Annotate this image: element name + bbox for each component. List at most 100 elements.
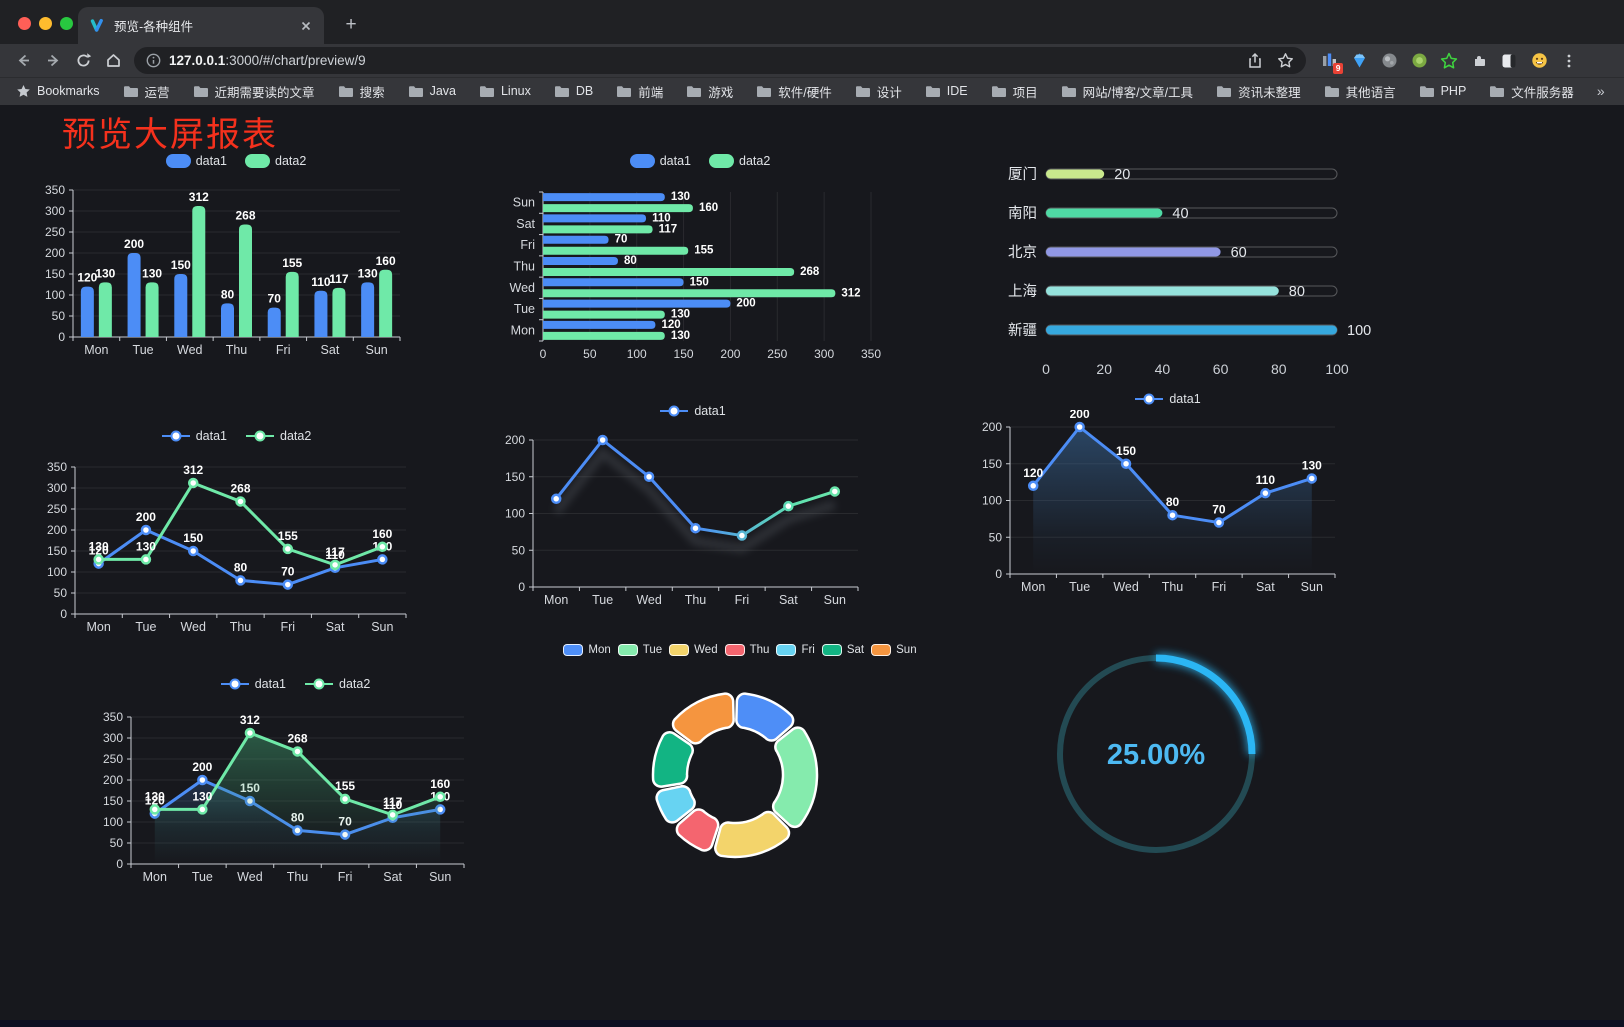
svg-text:200: 200 [736, 298, 755, 310]
legend-item-thu[interactable]: Thu [724, 644, 770, 656]
bookmark-item-9[interactable]: 设计 [855, 82, 902, 101]
legend-item-data1[interactable]: data1 [220, 677, 286, 691]
legend-item-data2[interactable]: data2 [245, 429, 311, 443]
donut-slice-tue[interactable] [771, 726, 819, 829]
svg-text:100: 100 [103, 815, 123, 829]
green-star-extension-icon[interactable] [1440, 52, 1458, 70]
legend-item-sat[interactable]: Sat [821, 644, 864, 656]
bookmark-label: 运营 [144, 85, 170, 100]
bookmark-item-15[interactable]: PHP [1419, 84, 1466, 98]
minimize-window-button[interactable] [39, 17, 52, 30]
svg-text:155: 155 [694, 245, 714, 257]
bookmark-label: 文件服务器 [1511, 85, 1574, 100]
folder-icon [554, 85, 569, 97]
new-tab-button[interactable]: + [345, 14, 357, 35]
forward-icon[interactable] [38, 47, 68, 75]
svg-text:150: 150 [1116, 444, 1136, 458]
svg-text:120: 120 [1023, 466, 1043, 480]
svg-text:Thu: Thu [230, 620, 252, 634]
svg-text:200: 200 [47, 523, 67, 537]
legend-item-data1[interactable]: data1 [165, 154, 227, 168]
legend-item-data2[interactable]: data2 [245, 154, 306, 168]
bookmark-item-3[interactable]: Java [408, 84, 456, 98]
legend-item-wed[interactable]: Wed [669, 644, 718, 656]
donut-slice-mon[interactable] [735, 692, 795, 742]
bookmark-item-8[interactable]: 软件/硬件 [756, 82, 832, 101]
svg-text:155: 155 [335, 779, 355, 793]
svg-text:350: 350 [861, 347, 881, 361]
green-circle-extension-icon[interactable] [1410, 52, 1428, 70]
bookmark-item-1[interactable]: 近期需要读的文章 [193, 82, 315, 101]
svg-text:117: 117 [659, 223, 678, 235]
legend-item-data1[interactable]: data1 [161, 429, 227, 443]
bookmark-item-13[interactable]: 资讯未整理 [1216, 82, 1301, 101]
bookmark-item-14[interactable]: 其他语言 [1324, 82, 1396, 101]
legend-item-data1[interactable]: data1 [629, 154, 691, 168]
legend-item-tue[interactable]: Tue [617, 644, 662, 656]
gem-extension-icon[interactable] [1350, 52, 1368, 70]
reload-icon[interactable] [68, 47, 98, 75]
svg-text:250: 250 [103, 752, 123, 766]
maximize-window-button[interactable] [60, 17, 73, 30]
gray-circle-extension-icon[interactable] [1380, 52, 1398, 70]
svg-text:200: 200 [45, 246, 65, 260]
back-icon[interactable] [8, 47, 38, 75]
bookmark-item-11[interactable]: 项目 [991, 82, 1038, 101]
donut-slice-thu[interactable] [675, 808, 720, 852]
legend-swatch-icon [669, 644, 690, 656]
svg-text:312: 312 [189, 190, 209, 204]
legend-item-data1[interactable]: data1 [1134, 392, 1201, 406]
puzzle-extensions-icon[interactable] [1470, 52, 1488, 70]
legend-item-data2[interactable]: data2 [709, 154, 770, 168]
bookmark-item-2[interactable]: 搜索 [338, 82, 385, 101]
donut-slice-wed[interactable] [714, 810, 791, 859]
bookmark-item-5[interactable]: DB [554, 84, 593, 98]
donut-slice-sat[interactable] [651, 731, 694, 788]
home-icon[interactable] [98, 47, 128, 75]
legend-item-mon[interactable]: Mon [563, 644, 611, 656]
site-favicon-icon [90, 18, 103, 32]
svg-text:120: 120 [89, 544, 109, 558]
svg-text:Fri: Fri [1212, 580, 1227, 594]
legend-item-data1[interactable]: data1 [659, 404, 726, 418]
svg-text:200: 200 [505, 433, 525, 447]
svg-text:130: 130 [671, 330, 690, 342]
bookmark-item-4[interactable]: Linux [479, 84, 531, 98]
svg-text:100: 100 [982, 494, 1002, 508]
donut-slice-fri[interactable] [655, 784, 696, 824]
close-window-button[interactable] [18, 17, 31, 30]
legend-label: Thu [749, 644, 770, 656]
bookmark-item-7[interactable]: 游戏 [686, 82, 733, 101]
folder-icon [123, 85, 138, 97]
url-text[interactable]: 127.0.0.1:3000/#/chart/preview/9 [169, 53, 366, 68]
sidebar-toggle-icon[interactable] [1500, 52, 1518, 70]
svg-text:200: 200 [136, 510, 156, 524]
tab-close-icon[interactable] [298, 18, 314, 34]
legend-item-data2[interactable]: data2 [304, 677, 370, 691]
svg-text:200: 200 [982, 420, 1002, 434]
bookmark-item-0[interactable]: 运营 [123, 82, 170, 101]
folder-icon [338, 85, 353, 97]
menu-icon[interactable] [1560, 52, 1578, 70]
emoji-extension-icon[interactable] [1530, 52, 1548, 70]
svg-text:150: 150 [674, 347, 694, 361]
browser-tab[interactable]: 预览-各种组件 [78, 7, 324, 44]
bookmarks-manager[interactable]: Bookmarks [16, 84, 100, 99]
bookmark-item-16[interactable]: 文件服务器 [1489, 82, 1574, 101]
svg-text:160: 160 [699, 202, 718, 214]
legend-item-fri[interactable]: Fri [776, 644, 815, 656]
bookmark-star-icon[interactable] [1276, 52, 1294, 70]
site-info-icon[interactable] [146, 53, 161, 68]
legend-item-sun[interactable]: Sun [871, 644, 917, 656]
donut-slice-sun[interactable] [671, 692, 735, 745]
svg-text:80: 80 [221, 287, 235, 301]
bookmark-item-12[interactable]: 网站/博客/文章/工具 [1061, 82, 1193, 101]
bookmark-item-10[interactable]: IDE [925, 84, 968, 98]
svg-text:Sun: Sun [1301, 580, 1323, 594]
svg-text:Wed: Wed [1113, 580, 1139, 594]
bookmarks-overflow-chevron[interactable]: » [1596, 83, 1605, 99]
share-icon[interactable] [1246, 52, 1264, 70]
url-bar[interactable]: 127.0.0.1:3000/#/chart/preview/9 [134, 47, 1306, 74]
bookmark-item-6[interactable]: 前端 [616, 82, 663, 101]
stats-extension-icon[interactable]: 9 [1320, 52, 1343, 74]
